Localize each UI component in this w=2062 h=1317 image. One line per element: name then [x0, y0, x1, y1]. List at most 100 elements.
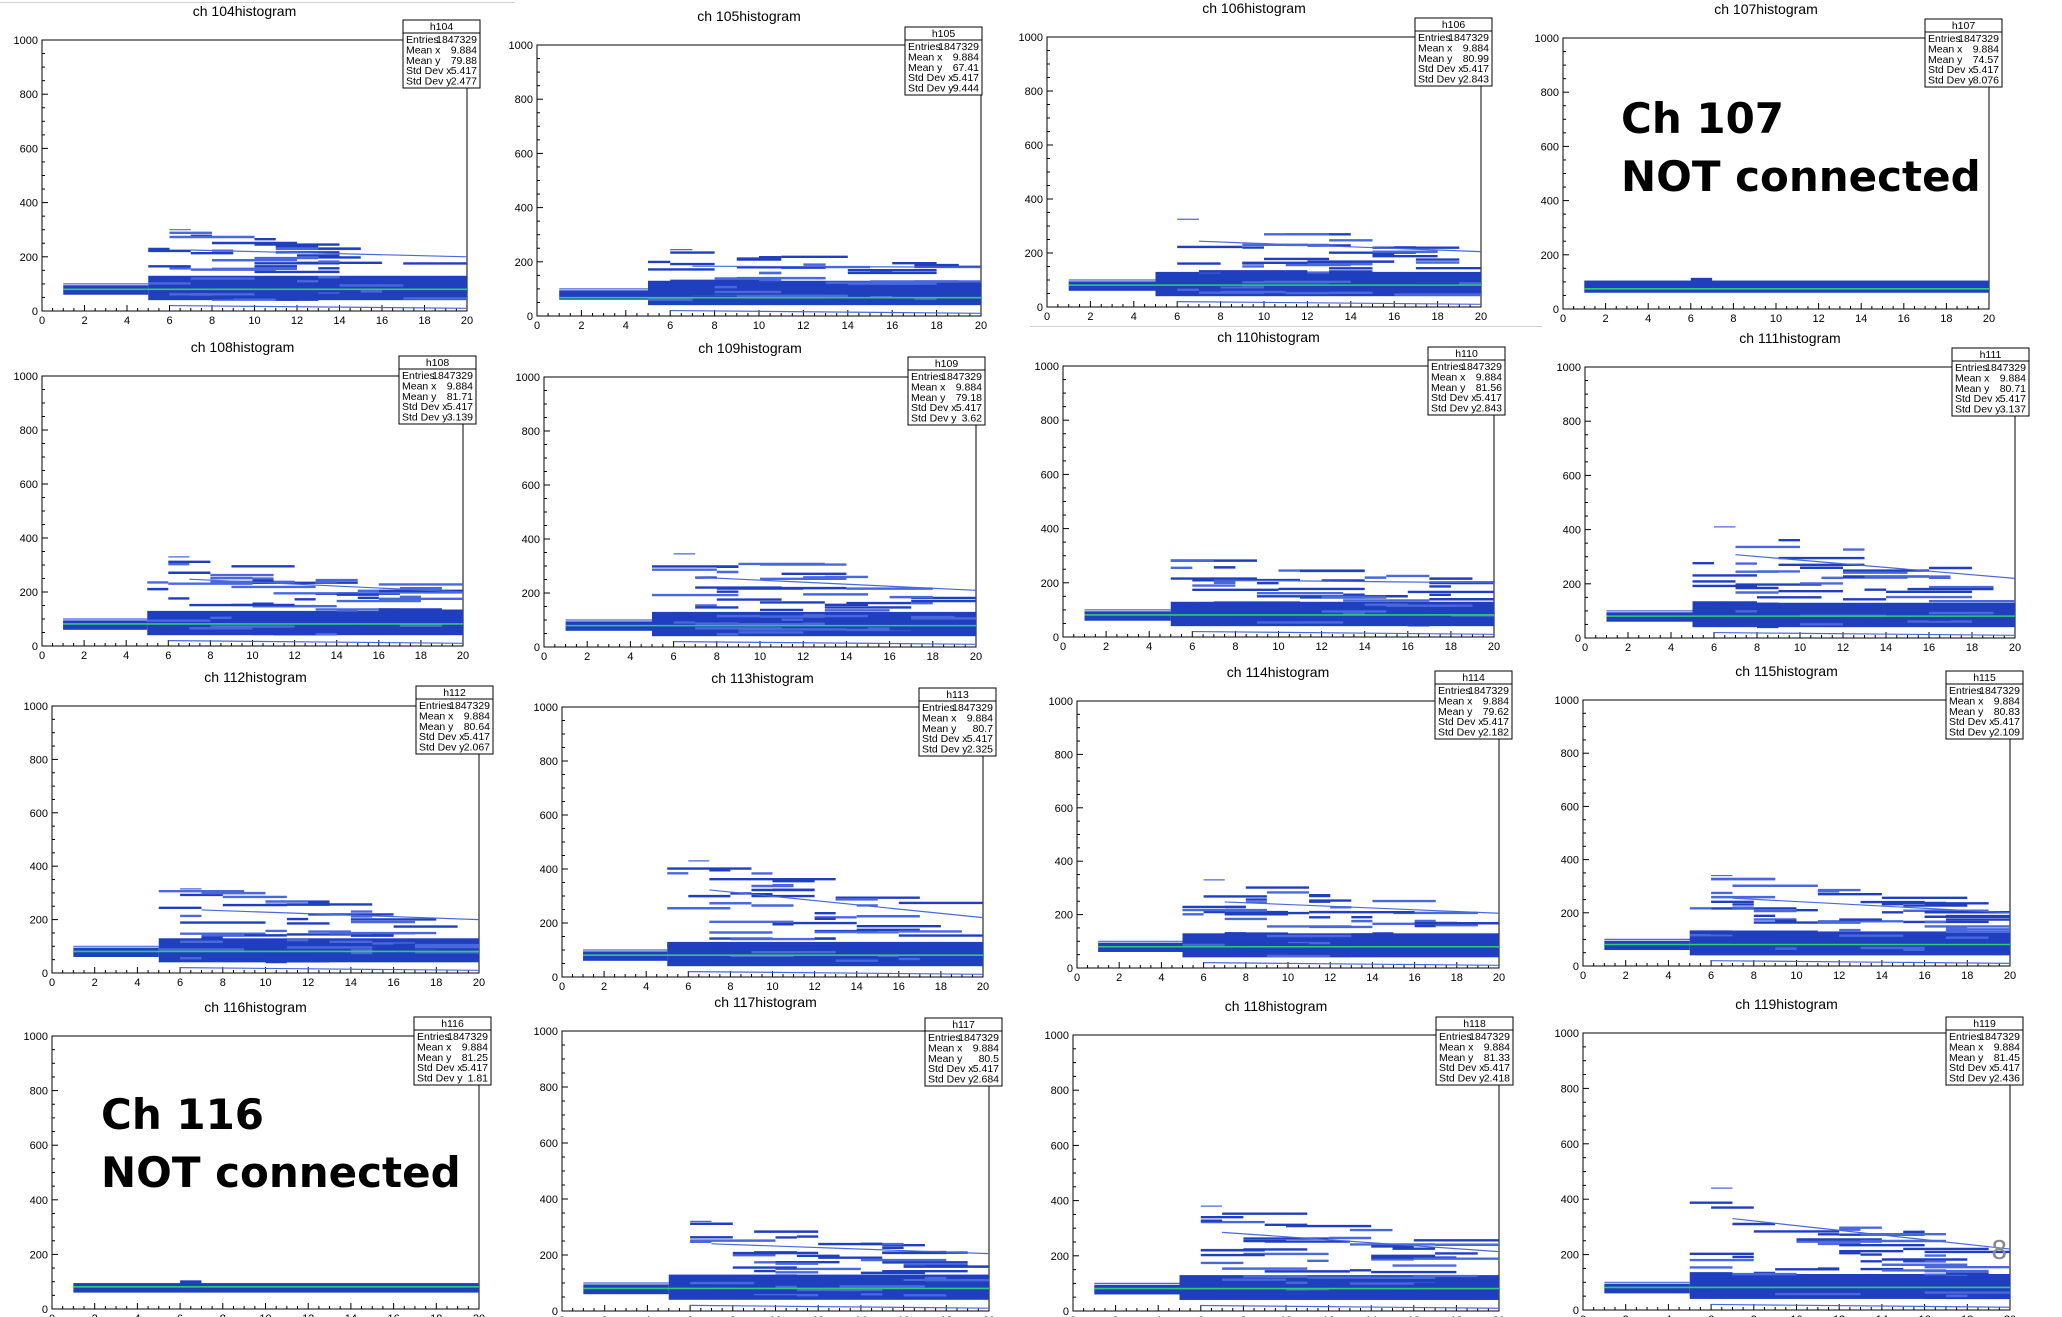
x-tick-label: 20	[1983, 313, 1995, 325]
stats-value: 81.56	[1476, 382, 1502, 394]
y-tick-label: 400	[1561, 1194, 1579, 1206]
stats-value: 5.417	[1476, 392, 1502, 404]
stats-value: 2.477	[451, 76, 477, 88]
x-tick-label: 8	[1751, 1314, 1757, 1317]
x-tick-label: 0	[559, 1315, 565, 1317]
x-tick-label: 2	[1116, 972, 1122, 984]
bin-band	[1068, 281, 1156, 291]
y-tick-label: 800	[20, 89, 38, 101]
x-tick-label: 2	[1623, 1314, 1629, 1317]
y-tick-label: 400	[30, 1195, 48, 1207]
x-tick-label: 6	[1688, 313, 1694, 325]
stats-value: 9.884	[967, 712, 993, 724]
plot-title: ch 119histogram	[1735, 996, 1837, 1012]
y-tick-label: 0	[1037, 302, 1043, 314]
y-tick-label: 0	[1067, 963, 1073, 975]
y-tick-label: 600	[1041, 469, 1059, 481]
x-tick-label: 8	[1730, 313, 1736, 325]
plot-title: ch 111histogram	[1739, 330, 1840, 346]
stats-label: Mean x	[406, 44, 441, 56]
y-tick-label: 200	[1561, 1250, 1579, 1262]
x-tick-label: 6	[667, 320, 673, 332]
histogram-bins	[583, 860, 984, 975]
y-tick-label: 400	[20, 198, 38, 210]
stats-name: h112	[443, 687, 466, 699]
bin-line	[1711, 1303, 2011, 1308]
y-tick-label: 600	[20, 479, 38, 491]
plot-title: ch 116histogram	[204, 999, 306, 1015]
x-tick-label: 16	[1408, 1315, 1420, 1317]
stats-value: 5.417	[1994, 716, 2020, 728]
stats-value: 9.444	[953, 83, 979, 95]
stats-value: 5.417	[1973, 64, 1999, 76]
x-tick-label: 14	[1876, 970, 1888, 982]
stats-value: 5.417	[953, 72, 979, 84]
histogram-plot: ch 111histogram 0 200 400 600 800 1000 0 2 4 6 8 10 1…	[1557, 330, 2030, 654]
bin-band	[180, 1280, 202, 1285]
y-tick-label: 800	[1051, 1085, 1069, 1097]
x-tick-label: 16	[387, 1313, 399, 1317]
stats-value: 67.41	[953, 62, 979, 74]
stats-label: Mean y	[406, 55, 441, 67]
x-tick-label: 18	[1431, 311, 1443, 323]
stats-value: 1847329	[941, 371, 982, 383]
stats-value: 9.884	[973, 1042, 999, 1054]
histogram-bins	[1098, 879, 1500, 966]
stats-label: Std Dev y	[419, 742, 465, 754]
y-tick-label: 600	[522, 480, 540, 492]
y-tick-label: 800	[522, 426, 540, 438]
x-tick-label: 16	[1923, 642, 1935, 654]
stats-value: 2.843	[1476, 403, 1502, 415]
stats-value: 1847329	[958, 1032, 999, 1044]
stats-frame	[1924, 18, 2003, 88]
stats-label: Mean y	[922, 723, 957, 735]
x-tick-label: 8	[1232, 641, 1238, 653]
plot-title: ch 109histogram	[698, 340, 802, 356]
x-tick-label: 0	[1074, 972, 1080, 984]
stats-value: 5.417	[973, 1063, 999, 1075]
x-tick-label: 18	[1961, 1314, 1973, 1317]
plot-title: ch 107histogram	[1714, 1, 1818, 17]
y-tick-label: 400	[540, 1194, 558, 1206]
x-tick-label: 12	[288, 650, 300, 662]
x-tick-label: 6	[1708, 1314, 1714, 1317]
x-tick-label: 14	[1880, 642, 1892, 654]
bin-band	[1690, 277, 1713, 282]
stats-name: h114	[1462, 672, 1485, 684]
stats-name: h108	[426, 357, 450, 369]
x-tick-label: 16	[1402, 641, 1414, 653]
stats-value: 80.5	[979, 1053, 1000, 1065]
plot-title: ch 106histogram	[1202, 0, 1306, 16]
stats-value: 1847329	[1958, 33, 1999, 45]
y-tick-label: 600	[1541, 141, 1559, 153]
bin-line	[695, 576, 977, 591]
stats-value: 1847329	[432, 370, 473, 382]
x-tick-label: 10	[769, 1315, 781, 1317]
y-tick-label: 1000	[1555, 1028, 1579, 1040]
stats-label: Std Dev y	[406, 76, 452, 88]
x-tick-label: 6	[671, 651, 677, 663]
x-tick-label: 12	[1315, 641, 1327, 653]
stats-label: Mean y	[911, 392, 946, 404]
stats-value: 74.57	[1973, 54, 1999, 66]
stats-label: Std Dev x	[928, 1063, 974, 1075]
stats-value: 1847329	[1468, 685, 1509, 697]
stats-label: Std Dev x	[911, 402, 957, 414]
bin-band	[1084, 611, 1171, 621]
x-tick-label: 14	[345, 1313, 357, 1317]
y-tick-label: 800	[20, 425, 38, 437]
y-tick-label: 200	[20, 252, 38, 264]
x-tick-label: 12	[812, 1315, 824, 1317]
x-tick-label: 4	[643, 981, 649, 993]
y-tick-label: 1000	[1049, 696, 1073, 708]
stats-label: Mean y	[1949, 1052, 1984, 1064]
histogram-bins	[1606, 526, 2016, 636]
x-tick-label: 0	[1582, 642, 1588, 654]
bin-band	[1604, 940, 1690, 951]
histogram-plot: ch 112histogram 0 200 400 600 800 1000 0 2 4 6 8 10 1…	[24, 669, 494, 989]
x-tick-label: 16	[893, 981, 905, 993]
histogram-panel-h113: ch 113histogram 0 200 400 600 800 1000 0 2 4 6 8 10 1…	[515, 660, 1030, 993]
